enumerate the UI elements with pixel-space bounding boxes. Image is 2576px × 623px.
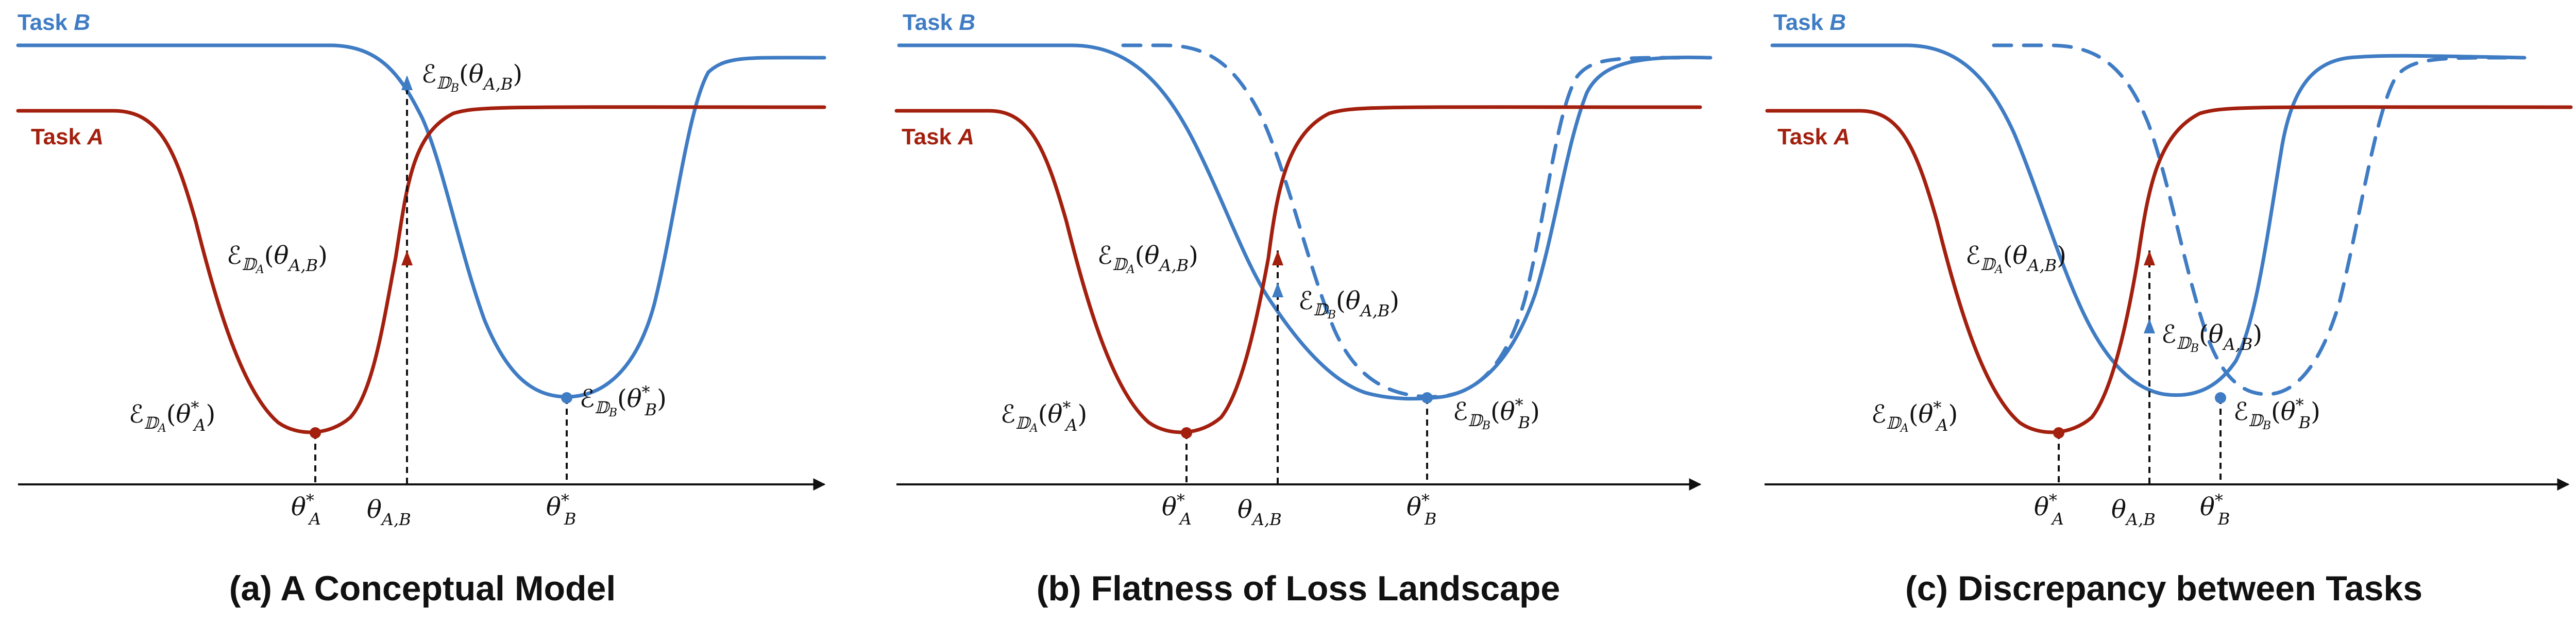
task-b-minimum-dot [1421,392,1433,403]
loss-a-at-theta-a-star-label: ℰ𝔻A(θ* A) [1001,398,1087,435]
loss-a-at-theta-ab-label: ℰ𝔻A(θA,B) [227,241,328,276]
loss-b-at-theta-ab-label: ℰ𝔻B(θA,B) [1298,287,1399,322]
task-b-loss-curve-reference [1121,43,1692,399]
task-a-minimum-dot [310,427,321,439]
panel-a: Task B Task A ℰ𝔻A(θ* A) ℰ𝔻A(θA,B) ℰ𝔻B(θA,… [16,10,826,608]
task-b-loss-curve [16,43,826,399]
tick-theta-a-star: θ* A [1162,491,1192,529]
tick-theta-a-star: θ* A [291,491,321,529]
panel-c: Task B Task A ℰ𝔻A(θ* A) ℰ𝔻A(θA,B) ℰ𝔻B(θA,… [1765,10,2573,608]
tick-theta-b-star: θ* B [546,491,576,529]
loss-b-at-theta-b-star-label: ℰ𝔻B(θ* B) [2233,395,2320,432]
task-a-loss-curve [16,105,826,434]
loss-a-at-theta-ab-label: ℰ𝔻A(θA,B) [1965,241,2066,276]
task-a-minimum-dot [1181,427,1192,439]
task-b-loss-curve [1770,43,2527,397]
task-a-minimum-dot [2053,427,2064,439]
task-b-label: Task B [1773,10,1846,35]
task-b-minimum-dot [2215,392,2226,403]
task-b-loss-curve-reference [1992,43,2516,396]
task-b-loss-marker [401,75,413,90]
tick-theta-ab: θA,B [2111,495,2156,529]
panel-b: Task B Task A ℰ𝔻A(θ* A) ℰ𝔻A(θA,B) ℰ𝔻B(θA,… [894,10,1713,608]
panel-a-caption: (a) A Conceptual Model [229,569,616,608]
task-a-loss-curve [1765,105,2573,434]
task-b-loss-marker [2144,318,2155,333]
loss-a-at-theta-a-star-label: ℰ𝔻A(θ* A) [129,398,215,435]
tick-theta-ab: θA,B [1238,495,1282,529]
loss-a-at-theta-ab-label: ℰ𝔻A(θA,B) [1097,241,1198,276]
task-a-loss-marker [1272,250,1283,265]
task-a-loss-marker [2144,250,2155,265]
loss-b-at-theta-ab-label: ℰ𝔻B(θA,B) [2161,320,2262,355]
task-b-minimum-dot [561,392,572,403]
panel-b-caption: (b) Flatness of Loss Landscape [1037,569,1560,608]
task-a-label: Task A [902,124,974,149]
tick-theta-a-star: θ* A [2034,491,2064,529]
task-a-label: Task A [31,124,104,149]
task-b-label: Task B [903,10,975,35]
tick-theta-ab: θA,B [367,495,411,529]
task-a-label: Task A [1777,124,1850,149]
task-b-label: Task B [18,10,90,35]
tick-theta-b-star: θ* B [1406,491,1436,529]
loss-a-at-theta-a-star-label: ℰ𝔻A(θ* A) [1871,398,1958,435]
loss-b-at-theta-b-star-label: ℰ𝔻B(θ* B) [1453,395,1540,432]
task-a-loss-marker [401,250,413,265]
task-b-loss-marker [1272,282,1283,297]
task-a-loss-curve [894,105,1702,434]
task-b-loss-curve [897,43,1713,401]
tick-theta-b-star: θ* B [2200,491,2230,529]
loss-b-at-theta-ab-label: ℰ𝔻B(θA,B) [421,60,522,95]
panel-c-caption: (c) Discrepancy between Tasks [1905,569,2422,608]
loss-b-at-theta-b-star-label: ℰ𝔻B(θ* B) [580,382,667,419]
